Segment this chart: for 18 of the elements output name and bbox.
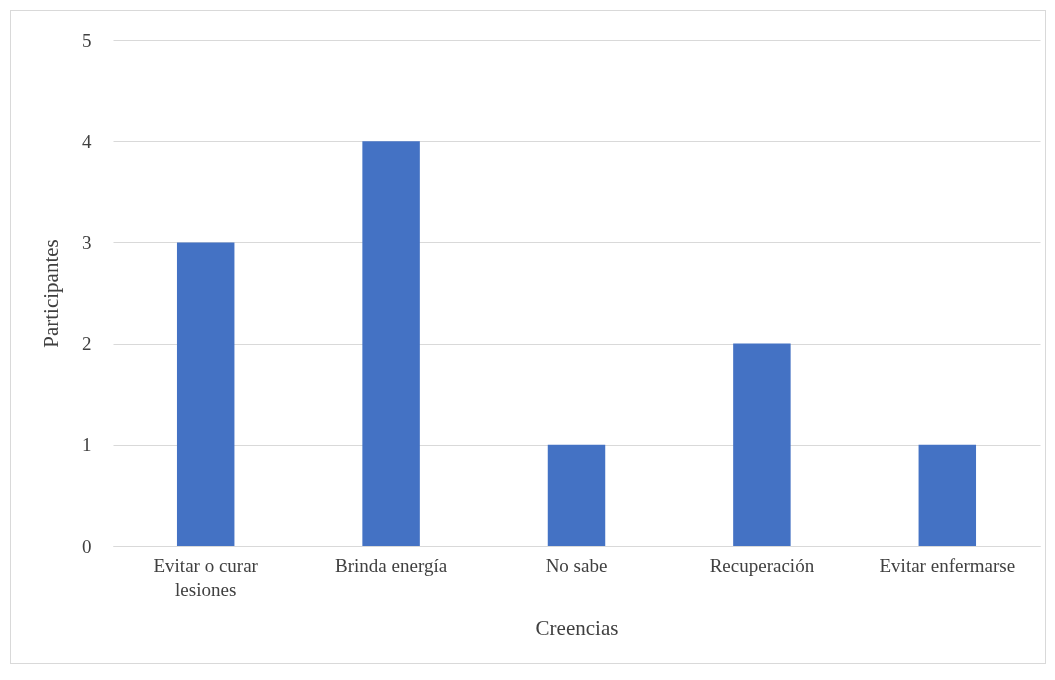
bar [733,343,791,546]
bar [362,141,420,546]
bar [547,444,606,546]
y-tick-label: 5 [82,29,92,51]
y-tick-label: 1 [82,434,92,456]
bar [918,444,977,546]
y-tick-label: 4 [82,130,92,152]
y-tick-label: 0 [82,535,92,557]
y-tick-label: 2 [82,333,92,355]
x-tick-label: No sabe [545,554,608,576]
x-tick-label: Recuperación [709,554,815,576]
bar [176,242,235,546]
x-tick-label: Evitar o curar lesiones [153,554,259,600]
y-tick-label: 3 [82,231,92,253]
x-tick-label: Brinda energía [335,554,448,576]
x-tick-label: Evitar enfermarse [879,554,1016,576]
x-axis-title: Creencias [535,615,619,640]
y-axis-title: Participantes [39,239,63,348]
